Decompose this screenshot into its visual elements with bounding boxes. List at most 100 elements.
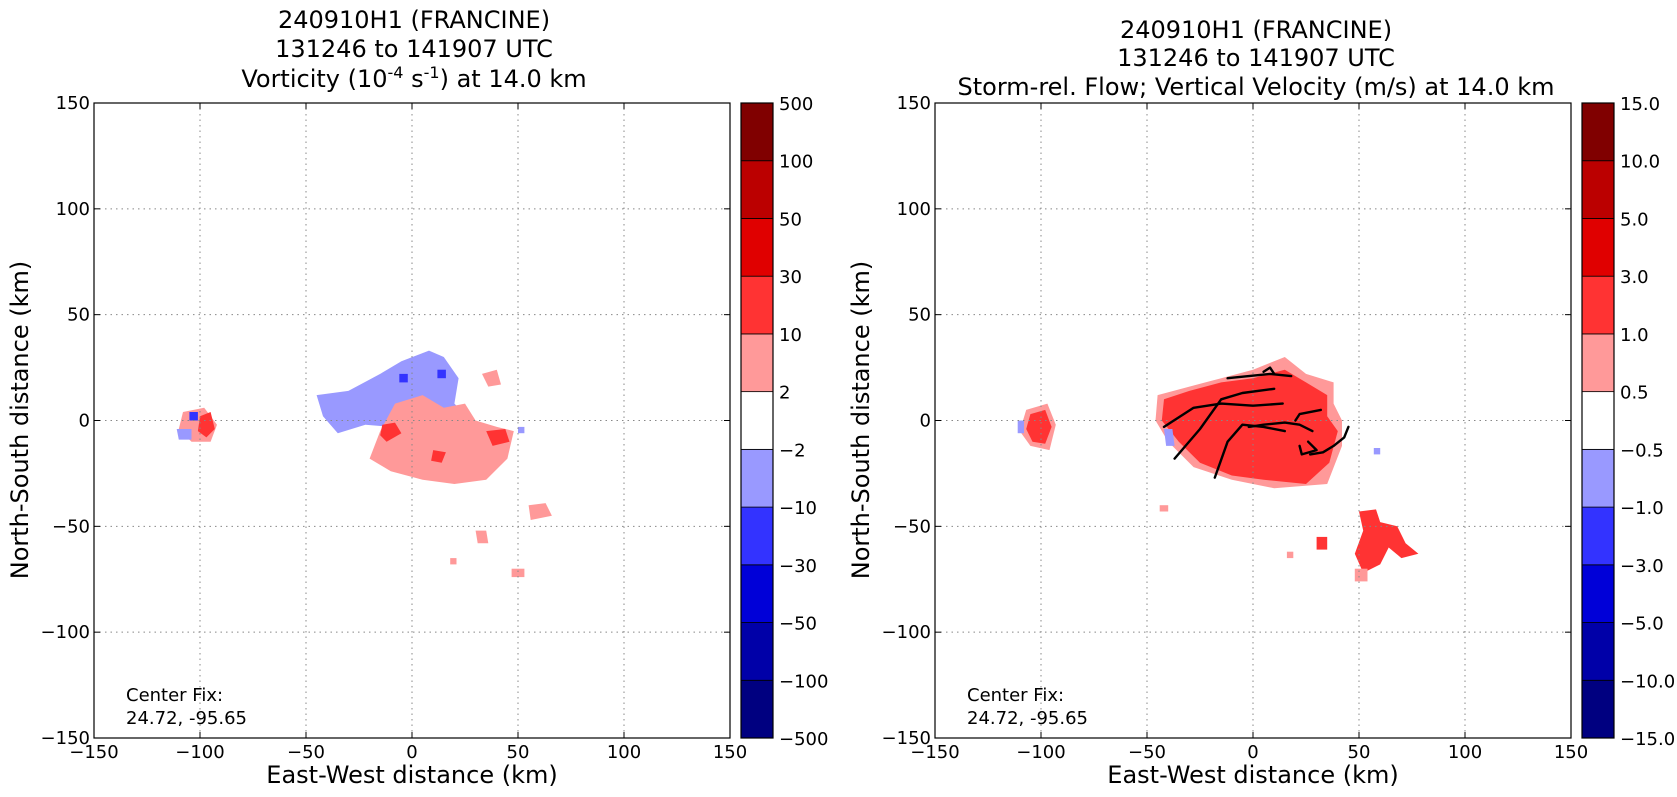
left-ytick-label-1: −100 bbox=[41, 622, 90, 643]
left-colorbar-frame bbox=[740, 102, 774, 739]
left-region-9 bbox=[486, 429, 510, 446]
right-colorbar-swatch-5 bbox=[1581, 391, 1615, 450]
right-annotation-line-2: 24.72, -95.65 bbox=[967, 708, 1088, 729]
right-xtick-label-1: −100 bbox=[1016, 742, 1065, 763]
right-colorbar-label-0: −15.0 bbox=[1620, 729, 1675, 750]
right-x-ticks: −150 −100 −50 0 50 100 150 bbox=[910, 103, 1588, 763]
left-region-6 bbox=[511, 568, 525, 578]
left-colorbar-label-9: 50 bbox=[779, 209, 802, 230]
right-streamline-6 bbox=[1294, 408, 1322, 422]
left-region-15 bbox=[176, 429, 192, 440]
right-colorbar-label-1: −10.0 bbox=[1620, 671, 1675, 692]
right-colorbar-swatch-7 bbox=[1581, 275, 1615, 335]
left-region-14 bbox=[189, 412, 198, 421]
left-colorbar-swatch-1 bbox=[740, 622, 774, 681]
right-ytick-label-0: −150 bbox=[882, 728, 931, 749]
left-region-8 bbox=[380, 422, 402, 442]
right-region-9 bbox=[1017, 420, 1024, 434]
right-panel: 240910H1 (FRANCINE) 131246 to 141907 UTC… bbox=[847, 16, 1675, 789]
right-colorbar-swatch-8 bbox=[1581, 218, 1615, 277]
left-x-axis-label: East-West distance (km) bbox=[266, 761, 557, 789]
right-colorbar: −15.0 −10.0 −5.0 −3.0 −1.0 −0.5 0.5 1.0 3.0 5.0 10… bbox=[1581, 94, 1675, 750]
left-colorbar-label-0: −500 bbox=[779, 729, 828, 750]
right-xtick-label-2: −50 bbox=[1128, 742, 1166, 763]
left-colorbar-label-8: 30 bbox=[779, 267, 802, 288]
right-streamline-8 bbox=[1309, 425, 1350, 456]
right-colorbar-swatch-6 bbox=[1581, 333, 1615, 393]
right-xtick-label-5: 100 bbox=[1448, 742, 1482, 763]
left-ytick-label-2: −50 bbox=[52, 516, 90, 537]
right-streamline-3 bbox=[1213, 423, 1286, 479]
left-title-line-1: 240910H1 (FRANCINE) bbox=[278, 6, 550, 34]
left-y-axis-label: North-South distance (km) bbox=[6, 261, 34, 580]
right-region-8 bbox=[1159, 505, 1169, 512]
left-colorbar-swatch-4 bbox=[740, 448, 774, 508]
right-colorbar-label-3: −3.0 bbox=[1620, 556, 1664, 577]
right-region-7 bbox=[1286, 551, 1294, 559]
right-region-3 bbox=[1026, 409, 1052, 444]
left-contour-regions bbox=[176, 350, 552, 578]
right-xtick-label-3: 0 bbox=[1247, 742, 1258, 763]
right-title-line-2: 131246 to 141907 UTC bbox=[1117, 44, 1395, 72]
right-annotation-line-1: Center Fix: bbox=[967, 685, 1064, 706]
right-region-10 bbox=[1164, 429, 1175, 446]
left-xtick-label-2: −50 bbox=[287, 742, 325, 763]
right-xtick-label-4: 50 bbox=[1348, 742, 1371, 763]
left-y-ticks: −150 −100 −50 0 50 100 150 bbox=[41, 93, 730, 749]
right-streamline-7 bbox=[1298, 440, 1318, 456]
left-colorbar-swatch-10 bbox=[740, 102, 774, 162]
right-streamlines bbox=[1162, 366, 1350, 479]
right-subtitle: Storm-rel. Flow; Vertical Velocity (m/s)… bbox=[958, 73, 1555, 101]
left-annotation-line-2: 24.72, -95.65 bbox=[126, 708, 247, 729]
right-streamline-5 bbox=[1262, 366, 1276, 376]
right-region-11 bbox=[1373, 448, 1381, 455]
right-streamline-0 bbox=[1226, 372, 1293, 380]
left-colorbar-swatch-6 bbox=[740, 333, 774, 393]
left-colorbar-swatch-8 bbox=[740, 218, 774, 277]
right-ytick-label-5: 100 bbox=[897, 199, 931, 220]
right-streamline-4 bbox=[1247, 421, 1314, 433]
left-xtick-label-3: 0 bbox=[406, 742, 417, 763]
left-colorbar-swatch-0 bbox=[740, 679, 774, 739]
left-region-1 bbox=[369, 395, 514, 484]
right-colorbar-swatch-0 bbox=[1581, 679, 1615, 739]
right-region-4 bbox=[1354, 509, 1419, 573]
left-colorbar-label-1: −100 bbox=[779, 671, 828, 692]
right-gridlines bbox=[935, 103, 1571, 738]
right-xtick-label-6: 150 bbox=[1554, 742, 1588, 763]
right-ytick-label-6: 150 bbox=[897, 93, 931, 114]
left-xtick-label-4: 50 bbox=[507, 742, 530, 763]
right-colorbar-label-5: −0.5 bbox=[1620, 440, 1664, 461]
left-colorbar-label-4: −10 bbox=[779, 498, 817, 519]
right-region-6 bbox=[1316, 536, 1328, 550]
left-title-line-2: 131246 to 141907 UTC bbox=[275, 35, 553, 63]
left-colorbar-label-5: −2 bbox=[779, 440, 806, 461]
left-region-2 bbox=[482, 369, 501, 387]
left-region-10 bbox=[431, 450, 446, 463]
left-colorbar-swatch-5 bbox=[740, 391, 774, 450]
right-x-axis-label: East-West distance (km) bbox=[1107, 761, 1398, 789]
right-colorbar-swatch-10 bbox=[1581, 102, 1615, 162]
left-region-11 bbox=[197, 412, 215, 438]
left-xtick-label-6: 150 bbox=[713, 742, 747, 763]
right-ytick-label-3: 0 bbox=[920, 411, 931, 432]
right-y-ticks: −150 −100 −50 0 50 100 150 bbox=[882, 93, 1571, 749]
right-colorbar-label-6: 0.5 bbox=[1620, 383, 1649, 404]
left-region-12 bbox=[399, 373, 408, 383]
left-colorbar-swatch-3 bbox=[740, 506, 774, 566]
right-colorbar-swatch-4 bbox=[1581, 448, 1615, 508]
left-colorbar-swatch-9 bbox=[740, 160, 774, 219]
left-ytick-label-0: −150 bbox=[41, 728, 90, 749]
right-xtick-label-0: −150 bbox=[910, 742, 959, 763]
left-gridlines bbox=[94, 103, 730, 738]
right-colorbar-label-10: 10.0 bbox=[1620, 152, 1660, 173]
left-colorbar-swatch-2 bbox=[740, 564, 774, 623]
left-xtick-label-0: −150 bbox=[69, 742, 118, 763]
left-subtitle: Vorticity (10-4 s-1) at 14.0 km bbox=[241, 63, 586, 93]
left-xtick-label-5: 100 bbox=[607, 742, 641, 763]
left-x-ticks: −150 −100 −50 0 50 100 150 bbox=[69, 103, 747, 763]
right-colorbar-swatch-9 bbox=[1581, 160, 1615, 219]
left-region-7 bbox=[475, 530, 489, 544]
left-colorbar-label-3: −30 bbox=[779, 556, 817, 577]
